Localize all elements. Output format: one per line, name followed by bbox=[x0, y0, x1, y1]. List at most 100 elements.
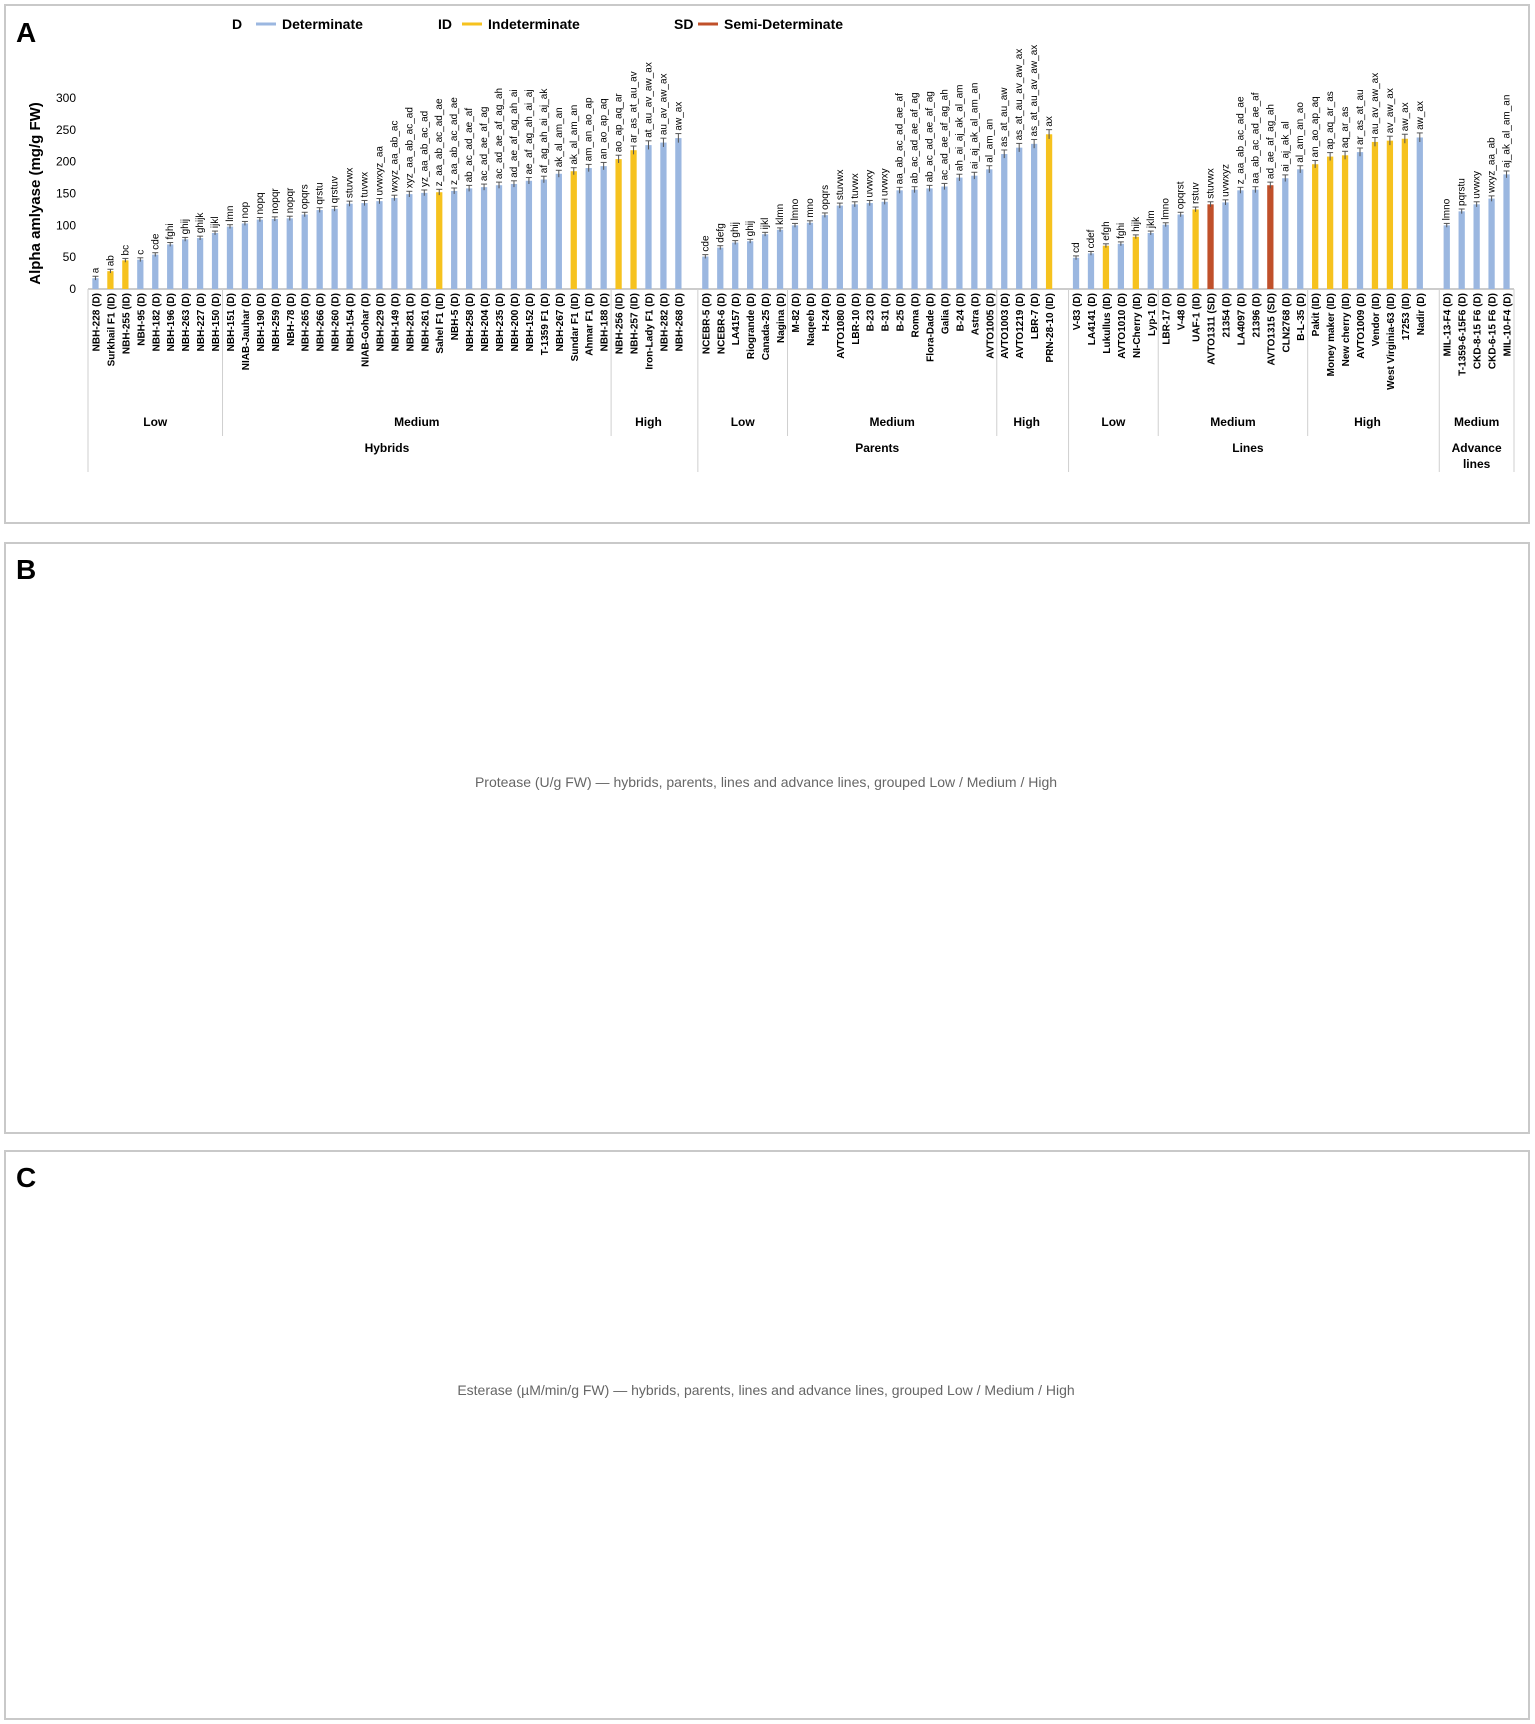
bar bbox=[1237, 190, 1244, 289]
significance-label: as_at_au_aw bbox=[999, 87, 1010, 147]
category-label: LA4141 (D) bbox=[1087, 293, 1098, 345]
significance-label: hijk bbox=[1131, 216, 1142, 232]
category-label: 17253 (ID) bbox=[1401, 293, 1412, 340]
significance-label: as_at_au_av_aw_ax bbox=[1029, 45, 1040, 137]
bar bbox=[1207, 204, 1214, 289]
group-label: Hybrids bbox=[365, 441, 410, 455]
panel-b-protease: B Protease (U/g FW) — hybrids, parents, … bbox=[4, 542, 1530, 1134]
category-label: V-48 (D) bbox=[1177, 293, 1188, 330]
group-label: Advance bbox=[1452, 441, 1502, 455]
category-label: NBH-227 (D) bbox=[196, 293, 207, 351]
legend-code: D bbox=[232, 16, 242, 32]
category-label: NBH-150 (D) bbox=[211, 293, 222, 351]
category-label: LA4157 (D) bbox=[731, 293, 742, 345]
significance-label: lmno bbox=[790, 198, 801, 220]
bar bbox=[301, 214, 308, 289]
significance-label: ae_af_ag_ah_ai_aj bbox=[524, 89, 535, 174]
bar bbox=[1222, 202, 1229, 289]
category-label: NBH-281 (D) bbox=[405, 293, 416, 351]
significance-label: uvwxyz_aa bbox=[374, 146, 385, 196]
legend-label: Indeterminate bbox=[488, 16, 580, 32]
category-label: Pakit (ID) bbox=[1311, 293, 1322, 336]
significance-label: qrstu bbox=[315, 182, 326, 204]
panel-summary: Protease (U/g FW) — hybrids, parents, li… bbox=[474, 774, 1058, 790]
significance-label: ak_al_am_an bbox=[554, 107, 565, 167]
category-label: NBH-263 (D) bbox=[181, 293, 192, 351]
significance-label: ac_ad_ae_af_ag_ah bbox=[939, 89, 950, 180]
panel-letter: B bbox=[16, 554, 37, 585]
bar bbox=[570, 171, 577, 289]
category-label: AVTO1311 (SD) bbox=[1207, 293, 1218, 365]
category-label: NBH-256 (ID) bbox=[615, 293, 626, 354]
bar bbox=[540, 179, 547, 289]
significance-label: wxyz_aa_ab bbox=[1487, 137, 1498, 194]
significance-label: opqrs bbox=[820, 185, 831, 210]
significance-label: jklm bbox=[1146, 210, 1157, 229]
bar bbox=[761, 234, 769, 289]
bar bbox=[152, 254, 159, 289]
bar bbox=[1473, 204, 1480, 289]
bar bbox=[211, 232, 219, 289]
bar bbox=[122, 260, 129, 289]
category-label: NBH-154 (D) bbox=[346, 293, 357, 351]
bar bbox=[495, 185, 503, 289]
category-label: B-25 (D) bbox=[896, 293, 907, 331]
bar bbox=[480, 187, 488, 289]
significance-label: cdef bbox=[1086, 229, 1097, 248]
significance-label: lmno bbox=[1442, 198, 1453, 220]
category-label: MIL-10-F4 (D) bbox=[1503, 293, 1514, 356]
category-label: NI-Cherry (ID) bbox=[1132, 293, 1143, 358]
significance-label: ab_ac_ad_ae_af_ag bbox=[925, 91, 936, 182]
category-label: New cherry (ID) bbox=[1341, 293, 1352, 366]
subgroup-label: High bbox=[1354, 415, 1381, 429]
category-label: Lukullus (ID) bbox=[1102, 293, 1113, 354]
category-label: Vendor (ID) bbox=[1371, 293, 1382, 346]
category-label: PRN-28-10 (ID) bbox=[1045, 293, 1056, 362]
bar bbox=[137, 259, 144, 289]
bar bbox=[986, 169, 993, 289]
significance-label: ghij bbox=[180, 219, 191, 235]
bar bbox=[1443, 225, 1450, 289]
significance-label: ai_aj_ak_al_am_an bbox=[969, 83, 980, 170]
y-tick-label: 100 bbox=[56, 218, 76, 232]
subgroup-label: High bbox=[635, 415, 662, 429]
significance-label: wxyz_aa_ab_ac bbox=[389, 121, 400, 194]
bar bbox=[791, 225, 799, 289]
bar bbox=[1132, 236, 1139, 289]
significance-label: cd bbox=[1071, 242, 1082, 253]
significance-label: aw_ax bbox=[1415, 101, 1426, 130]
bar bbox=[1386, 140, 1394, 289]
significance-label: tuvwx bbox=[850, 173, 861, 199]
significance-label: c bbox=[135, 250, 146, 255]
y-tick-label: 0 bbox=[69, 282, 76, 296]
bar bbox=[1401, 138, 1408, 289]
category-label: Surkhail F1 (ID) bbox=[106, 293, 117, 366]
category-label: CKD-6-15 F6 (D) bbox=[1488, 293, 1499, 369]
significance-label: lmno bbox=[1161, 198, 1172, 220]
y-tick-label: 150 bbox=[56, 187, 76, 201]
bar bbox=[1102, 245, 1110, 289]
bar bbox=[331, 208, 338, 289]
significance-label: al_am_an bbox=[984, 119, 995, 163]
significance-label: xyz_aa_ab_ac_ad bbox=[404, 107, 415, 188]
category-label: H-24 (D) bbox=[821, 293, 832, 331]
significance-label: aa_ab_ac_ad_ae_af bbox=[1250, 92, 1261, 183]
category-label: 21396 (D) bbox=[1251, 293, 1262, 337]
significance-label: ab bbox=[105, 255, 116, 267]
bar bbox=[1001, 154, 1008, 289]
alpha-amylase-chart: A D Determinate ID Indeterminate SD Semi-Deter… bbox=[16, 16, 1515, 472]
bar bbox=[1488, 198, 1495, 289]
legend-code: SD bbox=[674, 16, 693, 32]
category-label: B-31 (D) bbox=[881, 293, 892, 331]
bar bbox=[1371, 141, 1379, 289]
subgroup-label: Medium bbox=[1454, 415, 1499, 429]
category-label: CLN2768 (D) bbox=[1281, 293, 1292, 352]
group-label: Lines bbox=[1232, 441, 1264, 455]
category-label: NBH-259 (D) bbox=[271, 293, 282, 351]
category-label: NBH-95 (D) bbox=[136, 293, 147, 346]
category-label: NBH-257 (ID) bbox=[630, 293, 641, 354]
significance-label: uvwxyz bbox=[1220, 164, 1231, 197]
category-label: NBH-196 (D) bbox=[166, 293, 177, 351]
significance-label: nopqr bbox=[285, 187, 296, 213]
category-label: Roma (D) bbox=[911, 293, 922, 337]
